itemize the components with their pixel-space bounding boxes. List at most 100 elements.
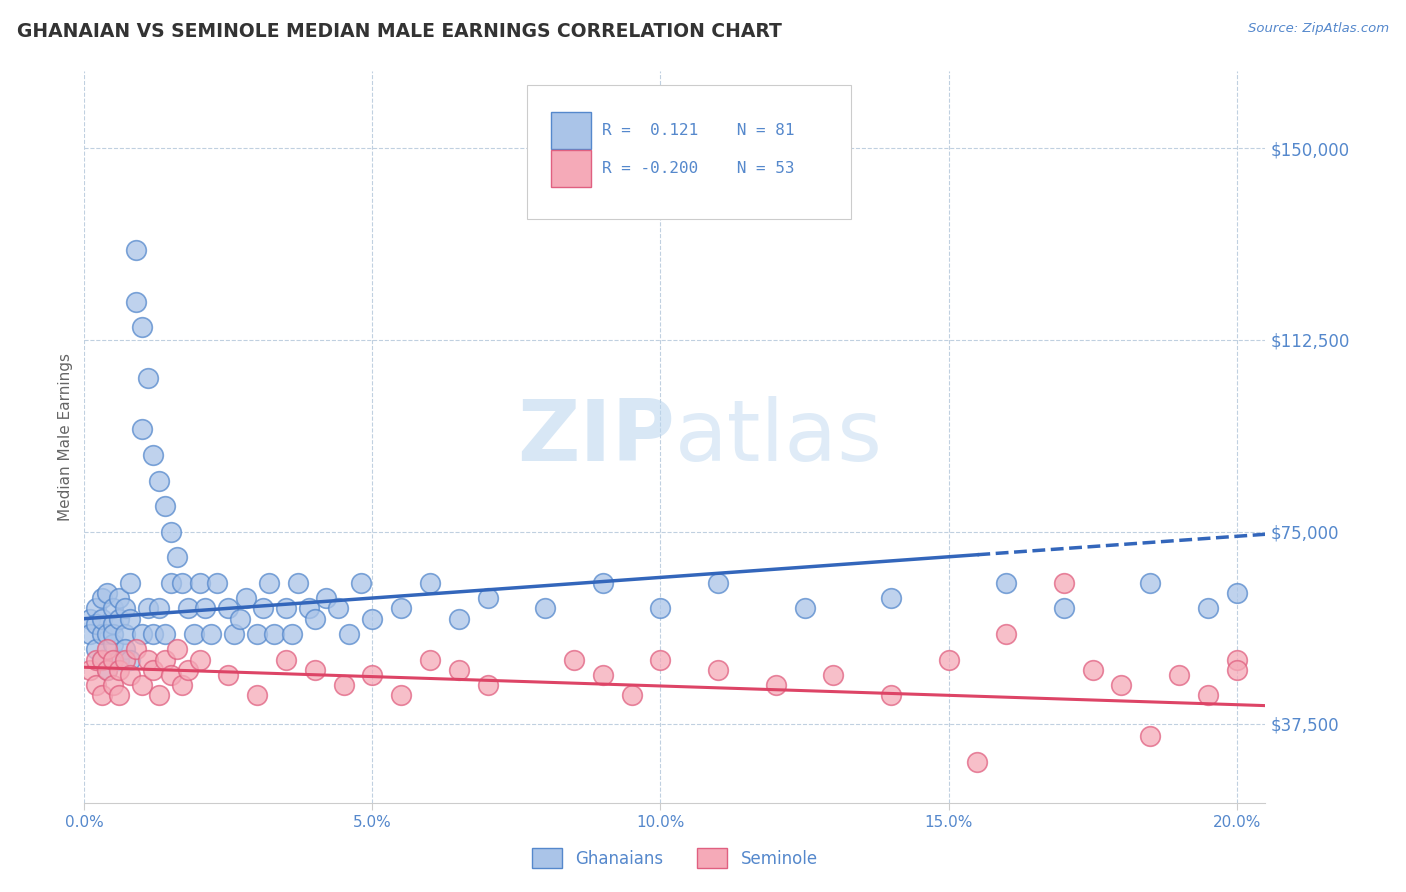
Legend: Ghanaians, Seminole: Ghanaians, Seminole <box>526 841 824 875</box>
Point <box>938 652 960 666</box>
Point <box>1139 575 1161 590</box>
Text: atlas: atlas <box>675 395 883 479</box>
Point <box>153 627 176 641</box>
Point <box>361 668 384 682</box>
Point <box>263 627 285 641</box>
Point <box>114 652 136 666</box>
Point <box>217 601 239 615</box>
Point <box>650 652 672 666</box>
Point <box>419 652 441 666</box>
Point <box>142 663 165 677</box>
Point <box>332 678 354 692</box>
Point <box>172 575 194 590</box>
Point <box>90 652 112 666</box>
Point <box>235 591 257 606</box>
Point <box>337 627 360 641</box>
Point <box>90 591 112 606</box>
Point <box>177 601 200 615</box>
Point <box>534 601 557 615</box>
Point <box>108 612 131 626</box>
Point <box>84 652 107 666</box>
Point <box>166 550 188 565</box>
Point <box>389 689 412 703</box>
Point <box>166 642 188 657</box>
Point <box>1053 575 1076 590</box>
Point <box>108 689 131 703</box>
Point <box>447 663 470 677</box>
Point <box>793 601 815 615</box>
Point <box>1197 689 1219 703</box>
Point <box>246 627 269 641</box>
Point <box>274 652 297 666</box>
Point <box>217 668 239 682</box>
Point <box>1226 652 1249 666</box>
Point <box>1081 663 1104 677</box>
Point <box>125 642 148 657</box>
Point <box>120 575 142 590</box>
Point <box>101 637 124 651</box>
Point <box>125 294 148 309</box>
Point <box>96 642 118 657</box>
Point <box>125 244 148 258</box>
Point <box>592 668 614 682</box>
Text: GHANAIAN VS SEMINOLE MEDIAN MALE EARNINGS CORRELATION CHART: GHANAIAN VS SEMINOLE MEDIAN MALE EARNING… <box>17 22 782 41</box>
Point <box>142 627 165 641</box>
Point <box>188 575 211 590</box>
Point <box>298 601 321 615</box>
Point <box>172 678 194 692</box>
Point <box>136 601 159 615</box>
Point <box>159 524 181 539</box>
Point <box>304 663 326 677</box>
Point <box>79 627 101 641</box>
Point <box>131 627 153 641</box>
Point <box>79 663 101 677</box>
Point <box>90 689 112 703</box>
Point <box>194 601 217 615</box>
Point <box>1111 678 1133 692</box>
Y-axis label: Median Male Earnings: Median Male Earnings <box>58 353 73 521</box>
Text: R = -0.200    N = 53: R = -0.200 N = 53 <box>602 161 794 176</box>
Point <box>96 627 118 641</box>
Point <box>120 668 142 682</box>
Point <box>142 448 165 462</box>
Point <box>880 689 903 703</box>
Point <box>153 652 176 666</box>
Point <box>707 663 730 677</box>
Point <box>101 652 124 666</box>
Point <box>707 575 730 590</box>
Point <box>1197 601 1219 615</box>
Point <box>79 612 101 626</box>
Point <box>114 601 136 615</box>
Point <box>1226 663 1249 677</box>
Point <box>84 642 107 657</box>
Point <box>159 575 181 590</box>
Point <box>148 474 170 488</box>
Point <box>101 616 124 631</box>
Point <box>287 575 309 590</box>
Point <box>108 663 131 677</box>
Point <box>96 586 118 600</box>
Point <box>1226 586 1249 600</box>
Point <box>84 678 107 692</box>
Point <box>252 601 274 615</box>
Point <box>1168 668 1191 682</box>
Point <box>90 627 112 641</box>
Point <box>304 612 326 626</box>
Point <box>114 627 136 641</box>
Point <box>159 668 181 682</box>
Point <box>274 601 297 615</box>
Point <box>477 591 499 606</box>
Point <box>148 601 170 615</box>
Point <box>620 689 643 703</box>
Point <box>108 652 131 666</box>
Point <box>257 575 280 590</box>
Point <box>447 612 470 626</box>
Point <box>765 678 787 692</box>
Point <box>84 601 107 615</box>
Point <box>120 652 142 666</box>
Point <box>200 627 222 641</box>
Point <box>96 663 118 677</box>
Point <box>90 652 112 666</box>
Point <box>966 755 988 769</box>
Point <box>477 678 499 692</box>
